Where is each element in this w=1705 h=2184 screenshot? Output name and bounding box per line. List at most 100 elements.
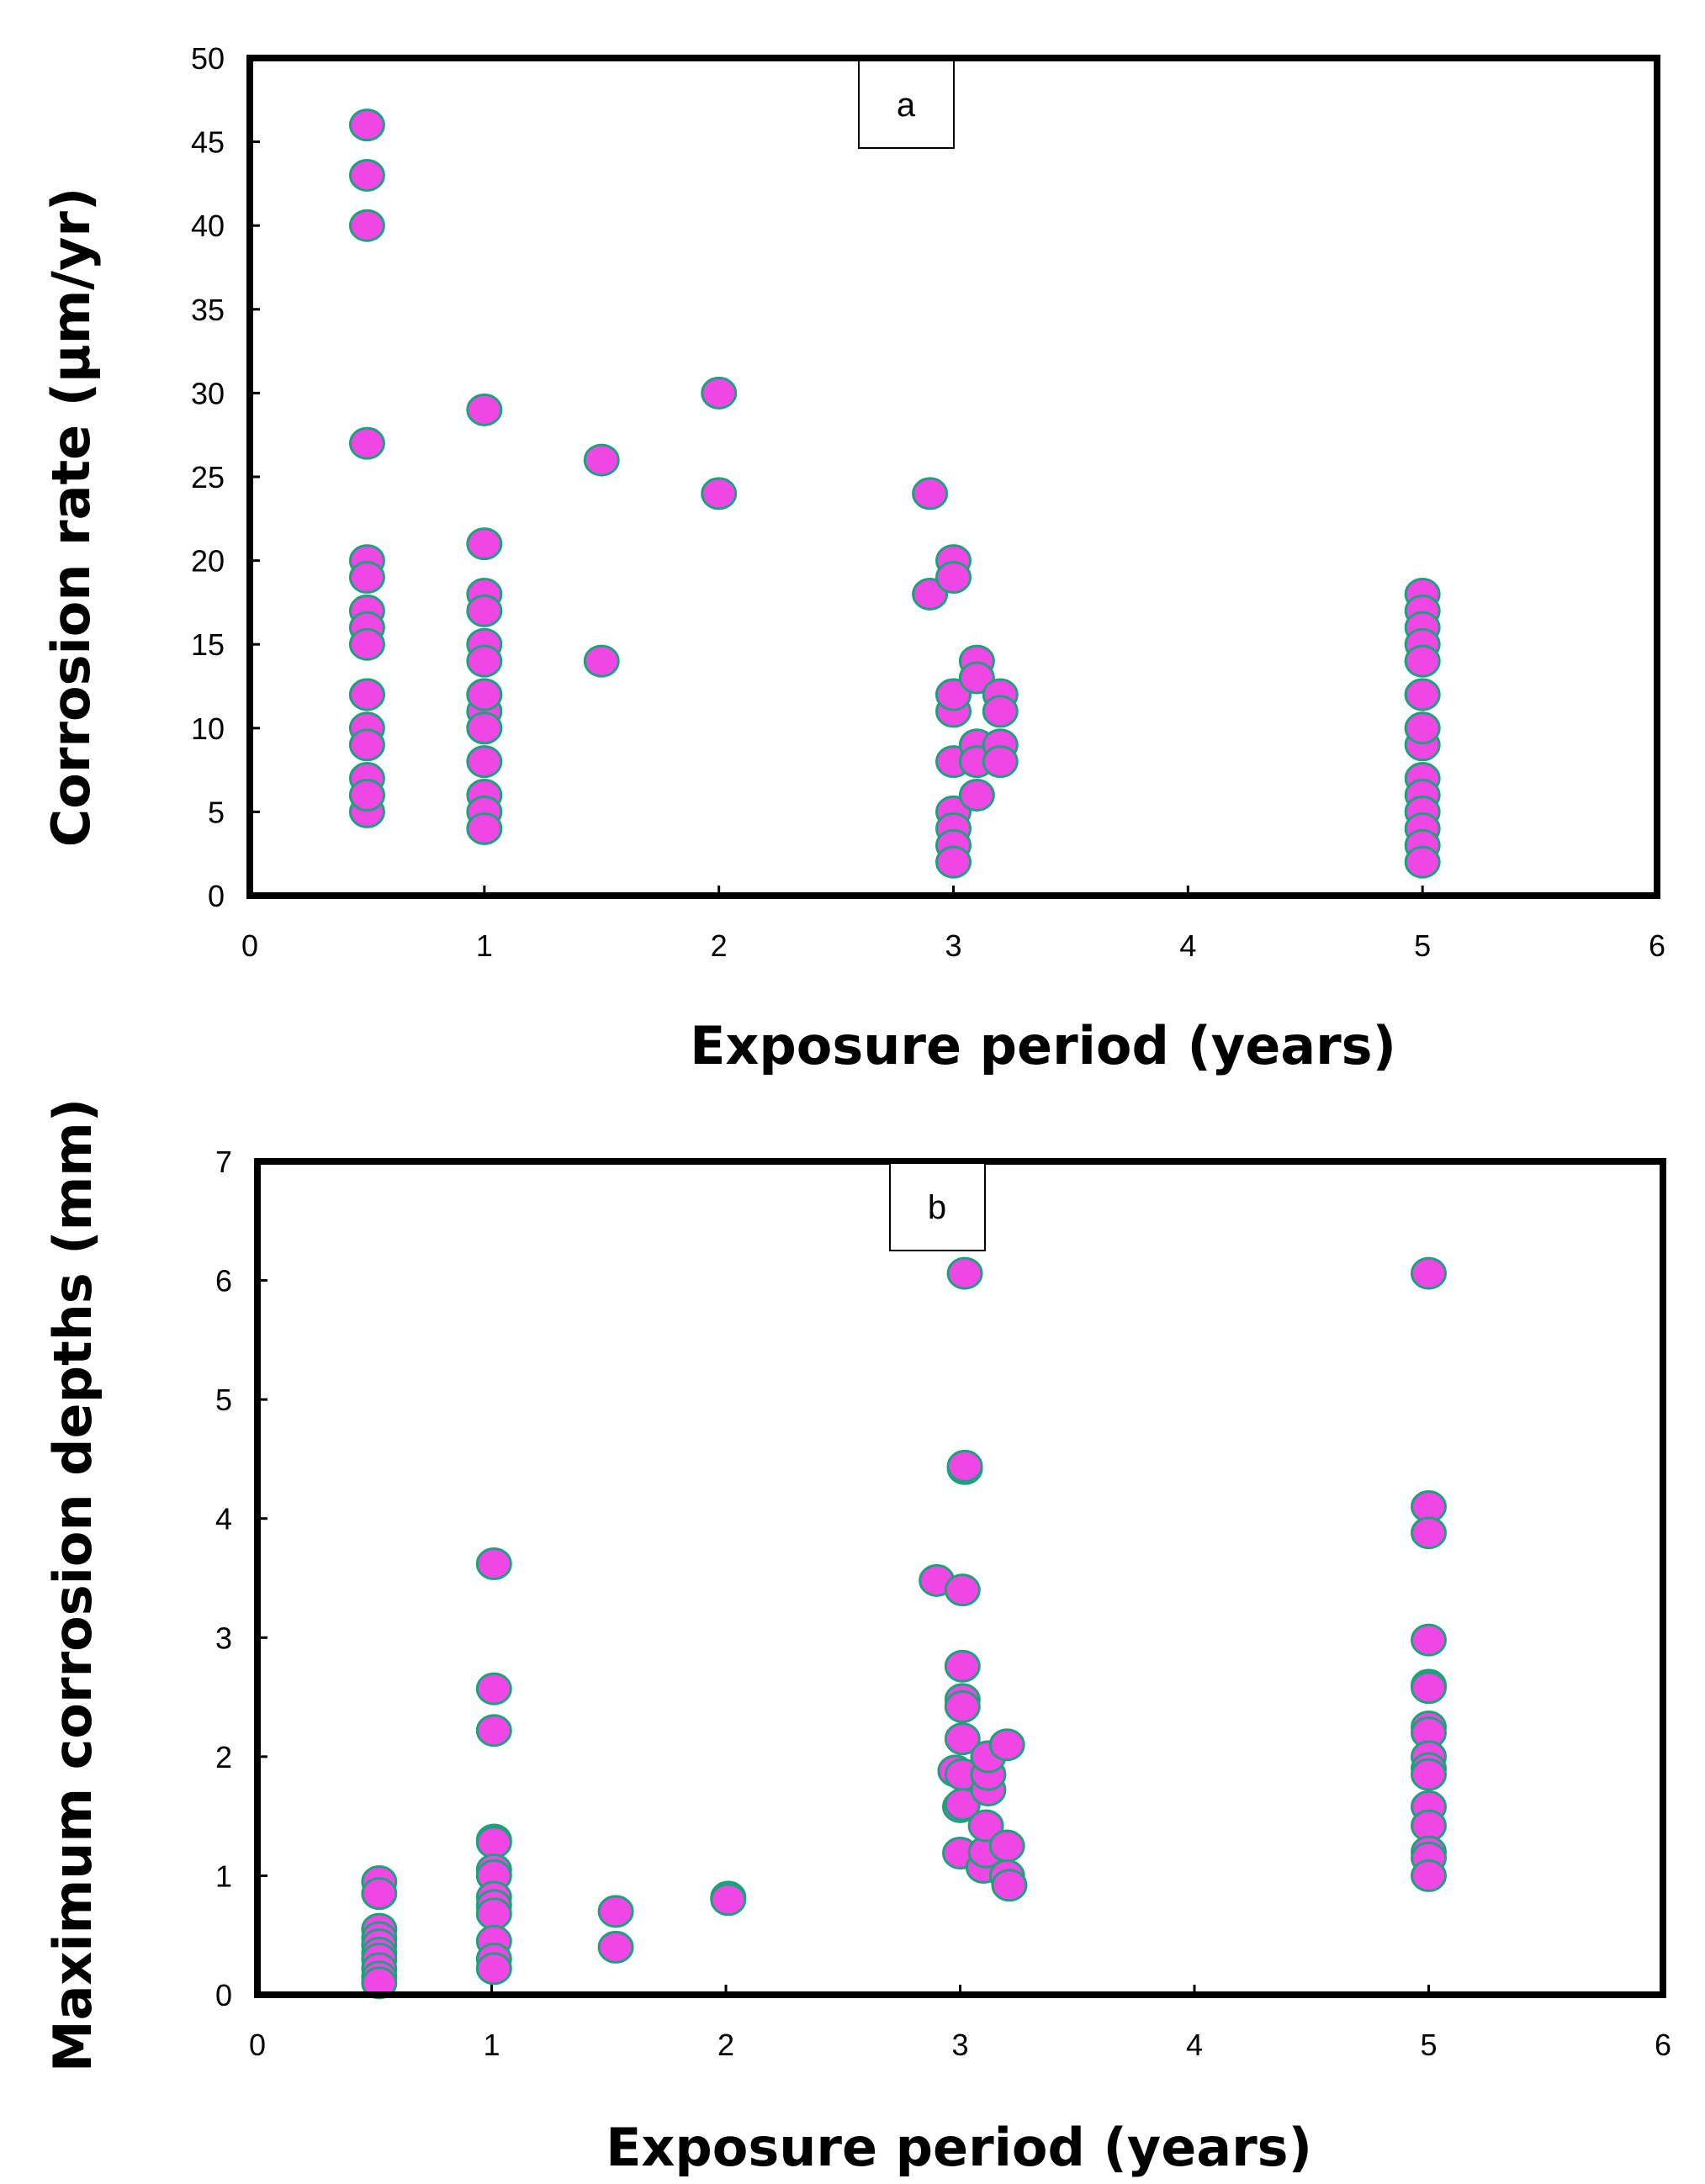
scatter-point bbox=[348, 209, 385, 242]
x-axis-label-a: Exposure period (years) bbox=[690, 1015, 1396, 1076]
x-tick-label: 0 bbox=[249, 2028, 266, 2062]
scatter-point bbox=[710, 1883, 747, 1917]
x-tick-label: 3 bbox=[945, 928, 961, 963]
scatter-point bbox=[982, 745, 1019, 779]
scatter-point bbox=[475, 1547, 512, 1581]
x-tick-label: 1 bbox=[476, 928, 493, 963]
scatter-point bbox=[1411, 1859, 1447, 1892]
scatter-point bbox=[348, 108, 385, 142]
scatter-point bbox=[466, 644, 503, 678]
scatter-point bbox=[1411, 1256, 1447, 1290]
y-tick-label: 3 bbox=[215, 1621, 232, 1655]
scatter-point bbox=[466, 745, 503, 779]
scatter-point bbox=[583, 443, 620, 477]
scatter-point bbox=[475, 1952, 512, 1986]
scatter-point bbox=[583, 644, 620, 678]
scatter-point bbox=[475, 1897, 512, 1931]
scatter-point bbox=[701, 376, 738, 410]
x-tick-label: 4 bbox=[1179, 928, 1196, 963]
scatter-point bbox=[944, 1649, 981, 1683]
y-tick-label: 40 bbox=[191, 209, 225, 243]
scatter-point bbox=[912, 577, 949, 611]
scatter-point bbox=[475, 1672, 512, 1705]
y-tick-label: 5 bbox=[208, 795, 225, 829]
scatter-point bbox=[958, 661, 995, 695]
y-tick-label: 5 bbox=[215, 1383, 232, 1417]
x-tick-labels-b: 0 1 2 3 4 5 6 bbox=[249, 1985, 1671, 2062]
x-tick-label: 2 bbox=[717, 2028, 734, 2062]
scatter-point bbox=[348, 561, 385, 595]
panel-tag-b: b bbox=[889, 1162, 986, 1251]
scatter-point bbox=[935, 845, 972, 879]
plot-frame-b bbox=[254, 1158, 1666, 1998]
x-tick-label: 2 bbox=[711, 928, 728, 963]
y-tick-label: 35 bbox=[191, 293, 225, 327]
panel-tag-a-text: a bbox=[897, 87, 916, 124]
y-tick-label: 1 bbox=[215, 1859, 232, 1893]
y-tick-label: 0 bbox=[208, 879, 225, 913]
panel-tag-a: a bbox=[858, 60, 955, 149]
scatter-point bbox=[348, 728, 385, 762]
x-tick-label: 5 bbox=[1414, 928, 1431, 963]
y-tick-label: 20 bbox=[191, 544, 225, 579]
y-tick-label: 45 bbox=[191, 125, 225, 160]
scatter-point bbox=[958, 778, 995, 812]
chart-panel-b: 0 1 2 3 4 5 6 7 0 1 2 3 4 5 6 b Exposure period (year… bbox=[42, 1098, 1671, 2178]
x-axis-label-b: Exposure period (years) bbox=[606, 2117, 1312, 2178]
scatter-point bbox=[935, 678, 972, 711]
scatter-point bbox=[988, 1829, 1025, 1863]
scatter-point bbox=[466, 527, 503, 561]
scatter-point bbox=[946, 1256, 983, 1290]
scatter-point bbox=[1411, 1516, 1447, 1550]
y-tick-label: 2 bbox=[215, 1740, 232, 1774]
scatter-point bbox=[466, 393, 503, 426]
x-tick-label: 6 bbox=[1655, 2028, 1671, 2062]
x-tick-label: 6 bbox=[1649, 928, 1665, 963]
x-tick-label: 4 bbox=[1186, 2028, 1203, 2062]
scatter-point bbox=[944, 1722, 981, 1756]
scatter-point bbox=[1411, 1671, 1447, 1705]
scatter-point bbox=[348, 678, 385, 711]
scatter-point bbox=[967, 1809, 1004, 1843]
scatter-point bbox=[475, 1714, 512, 1748]
y-tick-label: 7 bbox=[215, 1145, 232, 1179]
scatter-point bbox=[935, 561, 972, 595]
scatter-points-a bbox=[348, 108, 1441, 879]
scatter-point bbox=[1411, 1623, 1447, 1657]
scatter-point bbox=[1404, 845, 1441, 879]
scatter-point bbox=[988, 1728, 1025, 1762]
scatter-point bbox=[991, 1869, 1028, 1902]
y-tick-label: 30 bbox=[191, 376, 225, 410]
scatter-point bbox=[982, 695, 1019, 728]
scatter-point bbox=[1404, 678, 1441, 711]
plot-frame-a bbox=[246, 55, 1660, 899]
scatter-point bbox=[475, 1826, 512, 1859]
scatter-point bbox=[944, 1690, 981, 1723]
scatter-point bbox=[597, 1930, 634, 1964]
y-tick-label: 50 bbox=[191, 41, 225, 76]
scatter-point bbox=[946, 1449, 983, 1483]
scatter-point bbox=[348, 158, 385, 192]
scatter-point bbox=[466, 812, 503, 845]
scatter-point bbox=[597, 1895, 634, 1928]
y-axis-label-b: Maximum corrosion depths (mm) bbox=[42, 1098, 103, 2072]
y-tick-label: 25 bbox=[191, 460, 225, 494]
panel-tag-b-text: b bbox=[928, 1189, 946, 1226]
scatter-point bbox=[912, 477, 949, 510]
scatter-point bbox=[466, 678, 503, 711]
y-tick-label: 0 bbox=[215, 1978, 232, 2012]
y-tick-labels-a: 0 5 10 15 20 25 30 35 40 45 50 bbox=[191, 41, 260, 913]
scatter-point bbox=[1411, 1758, 1447, 1791]
x-tick-label: 3 bbox=[951, 2028, 968, 2062]
scatter-point bbox=[701, 477, 738, 510]
scatter-points-b bbox=[361, 1256, 1447, 2000]
x-tick-label: 1 bbox=[483, 2028, 500, 2062]
scatter-point bbox=[361, 1877, 398, 1911]
scatter-point bbox=[944, 1573, 981, 1607]
scatter-point bbox=[348, 778, 385, 812]
y-tick-label: 10 bbox=[191, 711, 225, 746]
y-axis-label-a: Corrosion rate (µm/yr) bbox=[40, 188, 102, 848]
y-tick-label: 4 bbox=[215, 1502, 232, 1536]
